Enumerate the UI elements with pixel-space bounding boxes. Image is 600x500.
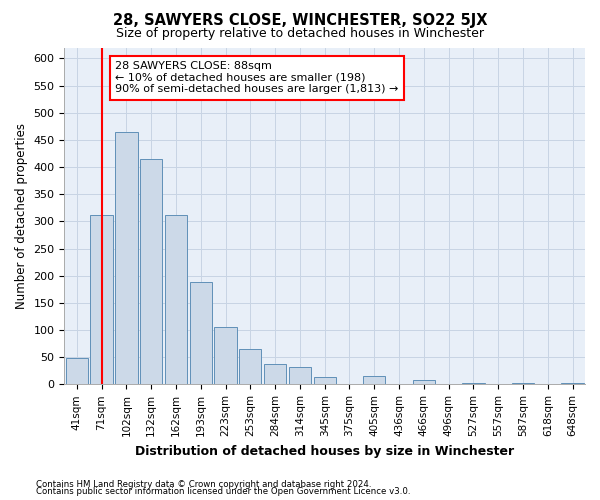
Bar [462, 383, 485, 384]
Y-axis label: Number of detached properties: Number of detached properties [15, 123, 28, 309]
X-axis label: Distribution of detached houses by size in Winchester: Distribution of detached houses by size … [135, 444, 514, 458]
Bar [165, 215, 187, 384]
Text: Contains HM Land Registry data © Crown copyright and database right 2024.: Contains HM Land Registry data © Crown c… [36, 480, 371, 489]
Bar [115, 132, 137, 384]
Bar [314, 378, 336, 384]
Bar [512, 383, 534, 384]
Bar [289, 367, 311, 384]
Text: Size of property relative to detached houses in Winchester: Size of property relative to detached ho… [116, 28, 484, 40]
Text: 28, SAWYERS CLOSE, WINCHESTER, SO22 5JX: 28, SAWYERS CLOSE, WINCHESTER, SO22 5JX [113, 12, 487, 28]
Bar [239, 349, 262, 384]
Bar [363, 376, 385, 384]
Bar [91, 215, 113, 384]
Bar [190, 282, 212, 384]
Bar [65, 358, 88, 384]
Bar [413, 380, 435, 384]
Text: Contains public sector information licensed under the Open Government Licence v3: Contains public sector information licen… [36, 487, 410, 496]
Bar [562, 383, 584, 384]
Text: 28 SAWYERS CLOSE: 88sqm
← 10% of detached houses are smaller (198)
90% of semi-d: 28 SAWYERS CLOSE: 88sqm ← 10% of detache… [115, 61, 398, 94]
Bar [264, 364, 286, 384]
Bar [140, 159, 163, 384]
Bar [214, 328, 236, 384]
